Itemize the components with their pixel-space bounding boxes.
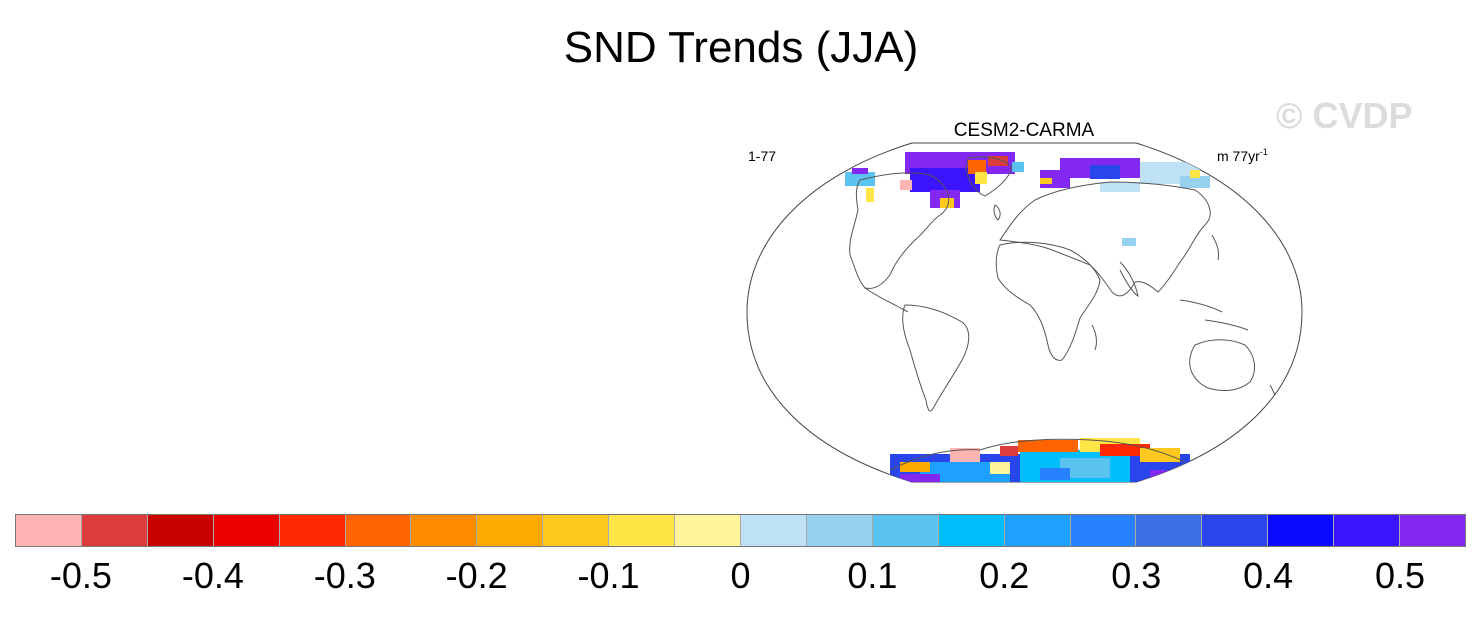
coastlines [849,156,1277,471]
uk-coast [993,204,1001,221]
arctic-trend-field [845,152,1210,246]
colorbar-swatch [147,515,214,546]
colorbar-swatch [477,515,544,546]
colorbar-swatch [16,515,82,546]
colorbar-label: 0.3 [1111,555,1162,596]
world-map [746,142,1303,483]
india-coast [1119,261,1139,298]
colorbar-label: -0.4 [181,555,244,596]
colorbar-swatch [1070,515,1137,546]
madagascar-coast [1091,324,1097,351]
colorbar-swatch [938,515,1005,546]
colorbar-swatch [609,515,676,546]
colorbar-label: -0.3 [313,555,376,596]
colorbar-swatch [1202,515,1269,546]
colorbar-label: 0.2 [979,555,1030,596]
central-america-coast [864,287,909,313]
north-america-coast [849,172,950,289]
colorbar-label: -0.2 [445,555,508,596]
period-label: 1-77 [748,148,777,164]
colorbar-swatch [411,515,478,546]
figure-title: SND Trends (JJA) [563,23,919,72]
australia-coast [1189,339,1256,391]
colorbar-swatch [279,515,346,546]
colorbar-swatch [345,515,412,546]
colorbar-swatch [872,515,939,546]
africa-coast [995,241,1101,361]
colorbar-label: 0.4 [1243,555,1294,596]
colorbar-swatch [1268,515,1335,546]
units-label: m 77yr-1 [1217,143,1268,165]
colorbar-label: 0.1 [847,555,898,596]
colorbar-swatch [806,515,873,546]
colorbar-swatch [1334,515,1401,546]
japan-coast [1211,234,1219,261]
antarctica-coast [889,438,1186,471]
colorbar [15,514,1466,547]
map-outline [746,142,1303,483]
colorbar-swatch [543,515,610,546]
units-text: m 77yr [1217,148,1260,164]
colorbar-swatch [675,515,741,546]
greenland-coast [965,156,1013,197]
colorbar-label: 0.5 [1375,555,1426,596]
colorbar-swatch [81,515,148,546]
colorbar-label: -0.1 [577,555,640,596]
cvdp-watermark: © CVDP [1276,95,1413,136]
south-america-coast [902,304,970,412]
colorbar-swatch [1004,515,1071,546]
europe-asia-coast [999,181,1211,297]
colorbar-swatch [1400,515,1465,546]
colorbar-swatch [740,515,807,546]
colorbar-label: -0.5 [49,555,112,596]
units-exponent: -1 [1259,147,1268,157]
antarctic-trend-field [890,438,1190,482]
colorbar-label: 0 [730,555,751,596]
colorbar-swatch [213,515,280,546]
model-name-label: CESM2-CARMA [953,120,1095,141]
southeast-asia-islands [1179,299,1249,331]
colorbar-swatch [1136,515,1203,546]
